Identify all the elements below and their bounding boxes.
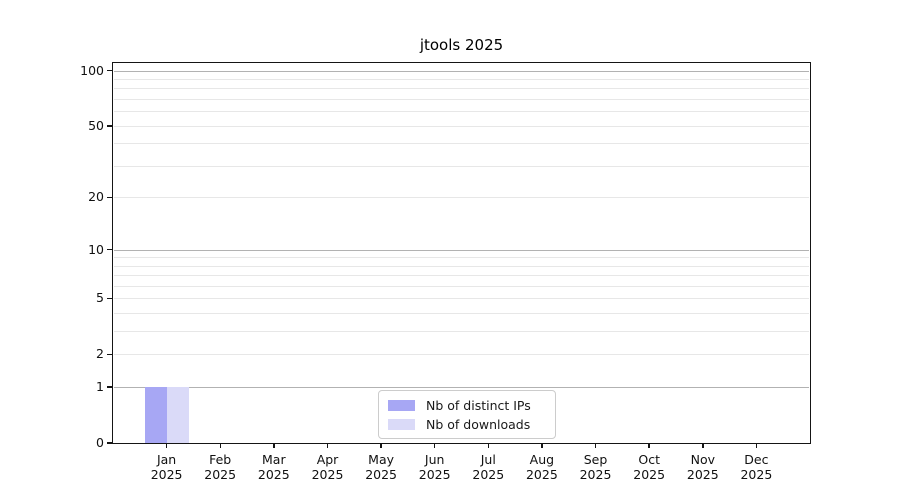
y-tick-mark [107,196,112,199]
gridline-minor [114,99,809,101]
gridline-minor [114,313,809,315]
x-tick-label-year: 2025 [257,467,290,482]
x-tick-mark [273,443,275,448]
x-tick-label-year: 2025 [525,467,558,482]
bar-nb-of-distinct-ips-jan [144,387,167,443]
x-tick-mark [326,443,329,448]
gridline-minor [114,79,809,80]
y-tick-mark [107,442,112,444]
x-tick-label-month: Feb [209,452,232,467]
x-tick-label-month: Jun [424,452,445,467]
chart-title: jtools 2025 [419,36,504,54]
y-tick-mark [107,125,112,127]
x-tick-label-month: Aug [529,452,555,467]
gridline-minor [114,197,809,199]
y-tick-label: 50 [88,117,104,133]
y-tick-mark [107,248,112,251]
y-tick-label: 20 [88,189,104,205]
x-tick-mark [755,443,758,448]
x-tick-label-year: 2025 [740,467,773,482]
y-tick-label: 100 [80,62,104,78]
legend-label: Nb of downloads [426,416,531,432]
y-tick-mark [107,69,112,72]
gridline-major [114,387,809,389]
gridline-minor [114,275,809,277]
x-tick-mark [433,443,436,448]
y-tick-label: 10 [88,241,104,257]
x-tick-label-year: 2025 [418,467,451,482]
x-tick-label-year: 2025 [579,467,612,482]
x-tick-mark [648,443,650,448]
x-tick-label-month: Jul [480,452,496,467]
gridline-minor [114,257,809,259]
legend-row: Nb of distinct IPs [388,398,547,413]
x-tick-label-year: 2025 [633,467,666,482]
x-tick-mark [380,443,382,448]
gridline-minor [114,265,809,267]
y-tick-mark [107,386,112,388]
x-tick-label-month: Oct [638,452,660,467]
x-tick-label-year: 2025 [686,467,719,482]
gridline-minor [114,331,809,333]
y-tick-label: 1 [96,379,104,395]
x-tick-label-month: Sep [583,452,608,467]
gridline-minor [114,286,809,287]
legend-swatch-icon [388,399,415,411]
y-tick-label: 2 [96,346,104,362]
legend-row: Nb of downloads [388,417,547,432]
y-tick-label: 5 [96,290,104,306]
x-tick-mark [541,443,543,448]
x-tick-label-month: Nov [690,452,715,467]
x-tick-label-year: 2025 [365,467,397,482]
legend-swatch-icon [388,418,415,430]
gridline-minor [114,125,809,127]
x-tick-mark [594,443,597,448]
gridline-major [114,249,809,251]
x-tick-label-year: 2025 [311,467,344,482]
bar-nb-of-downloads-jan [166,387,189,443]
x-tick-label-year: 2025 [150,467,183,482]
gridline-minor [114,143,809,145]
x-tick-mark [219,443,221,448]
gridline-minor [114,298,809,300]
gridline-major [114,70,809,72]
x-tick-mark [165,443,168,448]
x-tick-label-year: 2025 [472,467,505,482]
gridline-minor [114,165,809,167]
x-tick-mark [487,443,490,448]
y-tick-label: 0 [96,435,104,450]
x-tick-label-month: Dec [744,452,769,467]
gridline-minor [114,88,809,90]
x-tick-label-year: 2025 [204,467,237,482]
x-tick-label-month: Apr [316,452,339,467]
x-tick-mark [702,443,704,448]
legend-label: Nb of distinct IPs [426,397,531,413]
legend: Nb of distinct IPs Nb of downloads [378,390,556,439]
gridline-minor [114,354,809,356]
y-tick-mark [107,353,112,356]
x-tick-label-month: Mar [262,452,286,467]
x-tick-label-month: Jan [156,452,177,467]
y-tick-mark [107,297,112,300]
gridline-minor [114,111,809,113]
x-tick-label-month: May [368,452,395,467]
